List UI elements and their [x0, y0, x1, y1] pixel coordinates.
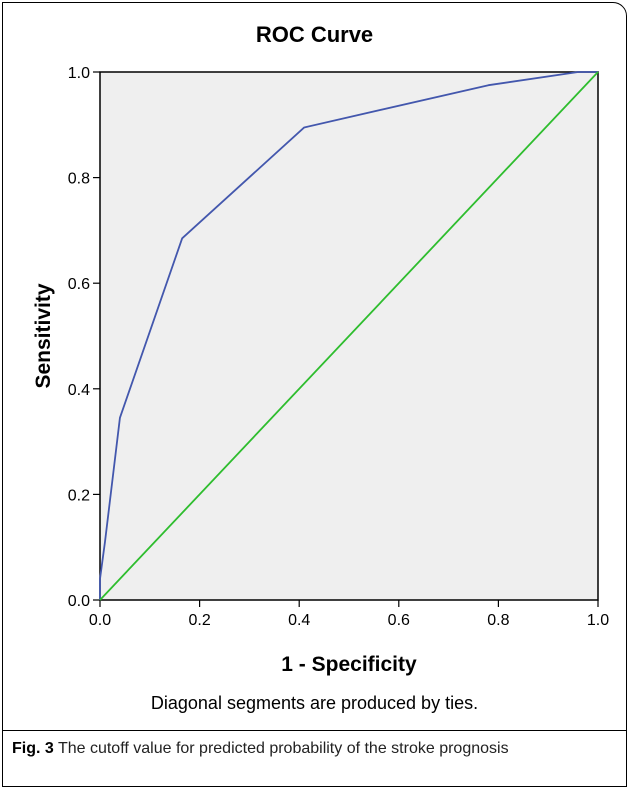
x-axis-label: 1 - Specificity [281, 653, 417, 676]
y-axis-label: Sensitivity [32, 283, 55, 388]
reference-diagonal-line [99, 71, 599, 601]
x-tick-label: 1.0 [587, 612, 609, 629]
chart-title: ROC Curve [255, 22, 374, 47]
caption-text: The cutoff value for predicted probabili… [53, 740, 509, 757]
figure-caption: Fig. 3 The cutoff value for predicted pr… [12, 739, 612, 759]
y-tick-label: 0.0 [68, 593, 90, 610]
y-tick-label: 0.6 [68, 276, 90, 293]
caption-divider [2, 730, 627, 731]
x-tick-label: 0.6 [388, 612, 410, 629]
roc-curve-line [99, 71, 598, 600]
y-tick-label: 0.8 [68, 171, 90, 188]
x-tick-label: 0.0 [89, 612, 111, 629]
roc-chart: 0.0 0.2 0.4 0.6 0.8 1.0 0.0 0.2 0.4 0.6 0.8 1.0 1 - … [32, 65, 609, 676]
chart-note: Diagonal segments are produced by ties. [150, 693, 479, 713]
y-tick-label: 0.2 [68, 487, 90, 504]
x-tick-label: 0.4 [288, 612, 310, 629]
x-tick-label: 0.2 [188, 612, 210, 629]
x-tick-label: 0.8 [487, 612, 509, 629]
caption-label: Fig. 3 [12, 740, 54, 757]
y-tick-label: 0.4 [68, 382, 90, 399]
y-tick-label: 1.0 [68, 65, 90, 82]
